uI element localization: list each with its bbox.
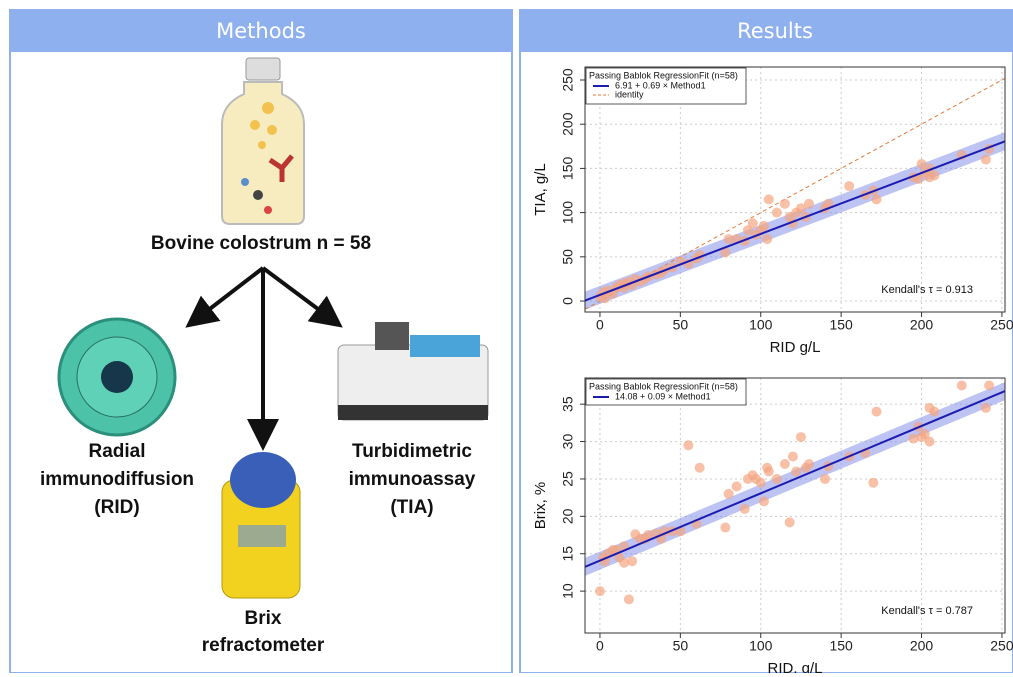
- point: [748, 218, 758, 228]
- point: [740, 504, 750, 514]
- point: [720, 523, 730, 533]
- point: [796, 432, 806, 442]
- point: [872, 407, 882, 417]
- y-tick-label: 200: [560, 112, 576, 136]
- point: [756, 478, 766, 488]
- y-tick-label: 15: [560, 546, 576, 562]
- point: [868, 478, 878, 488]
- point: [764, 194, 774, 204]
- point: [780, 459, 790, 469]
- point: [925, 437, 935, 447]
- y-tick-label: 0: [560, 297, 576, 305]
- y-tick-label: 25: [560, 471, 576, 487]
- x-axis-label: RID g/L: [770, 339, 821, 356]
- y-tick-label: 100: [560, 201, 576, 225]
- point: [724, 489, 734, 499]
- point: [772, 208, 782, 218]
- legend-title: Passing Bablok RegressionFit (n=58): [589, 381, 738, 391]
- x-tick-label: 150: [829, 638, 853, 654]
- y-tick-label: 250: [560, 68, 576, 92]
- x-tick-label: 0: [596, 317, 604, 333]
- point: [785, 517, 795, 527]
- figure: Methods Results Bovine colostrum n = 58 …: [0, 0, 1013, 673]
- point: [780, 199, 790, 209]
- annotation: Kendall's τ = 0.787: [881, 605, 973, 617]
- point: [762, 234, 772, 244]
- point: [804, 459, 814, 469]
- point: [772, 474, 782, 484]
- point: [844, 181, 854, 191]
- y-tick-label: 30: [560, 434, 576, 450]
- point: [872, 194, 882, 204]
- legend-entry: identity: [615, 89, 644, 99]
- y-tick-label: 35: [560, 396, 576, 412]
- x-tick-label: 250: [990, 317, 1013, 333]
- y-axis-label: Brix, %: [532, 482, 549, 530]
- point: [595, 586, 605, 596]
- y-axis-label: TIA, g/L: [532, 163, 549, 216]
- x-tick-label: 250: [990, 638, 1013, 654]
- x-axis-label: RID, g/L: [767, 660, 822, 673]
- point: [791, 466, 801, 476]
- y-tick-label: 10: [560, 583, 576, 599]
- point: [624, 594, 634, 604]
- legend-entry: 14.08 + 0.09 × Method1: [615, 391, 711, 401]
- legend-title: Passing Bablok RegressionFit (n=58): [589, 70, 738, 80]
- x-tick-label: 50: [673, 317, 689, 333]
- point: [695, 463, 705, 473]
- point: [984, 380, 994, 390]
- point: [764, 466, 774, 476]
- x-tick-label: 50: [673, 638, 689, 654]
- point: [957, 380, 967, 390]
- x-tick-label: 200: [910, 638, 934, 654]
- x-tick-label: 0: [596, 638, 604, 654]
- results-panel: [520, 10, 1013, 673]
- x-tick-label: 100: [749, 317, 773, 333]
- x-tick-label: 100: [749, 638, 773, 654]
- point: [683, 440, 693, 450]
- annotation: Kendall's τ = 0.913: [881, 284, 973, 296]
- point: [981, 155, 991, 165]
- y-tick-label: 50: [560, 249, 576, 265]
- x-tick-label: 150: [829, 317, 853, 333]
- point: [929, 407, 939, 417]
- point: [804, 199, 814, 209]
- rid-plate: [59, 319, 175, 435]
- point: [759, 221, 769, 231]
- point: [929, 170, 939, 180]
- point: [981, 403, 991, 413]
- results-title: Results: [737, 19, 813, 43]
- point: [619, 558, 629, 568]
- sample-label: Bovine colostrum n = 58: [151, 233, 371, 254]
- x-tick-label: 200: [910, 317, 934, 333]
- point: [759, 496, 769, 506]
- point: [732, 481, 742, 491]
- y-tick-label: 20: [560, 508, 576, 524]
- y-tick-label: 150: [560, 157, 576, 181]
- point: [788, 452, 798, 462]
- brix-refractometer: [222, 452, 300, 598]
- point: [820, 474, 830, 484]
- methods-title: Methods: [216, 19, 306, 43]
